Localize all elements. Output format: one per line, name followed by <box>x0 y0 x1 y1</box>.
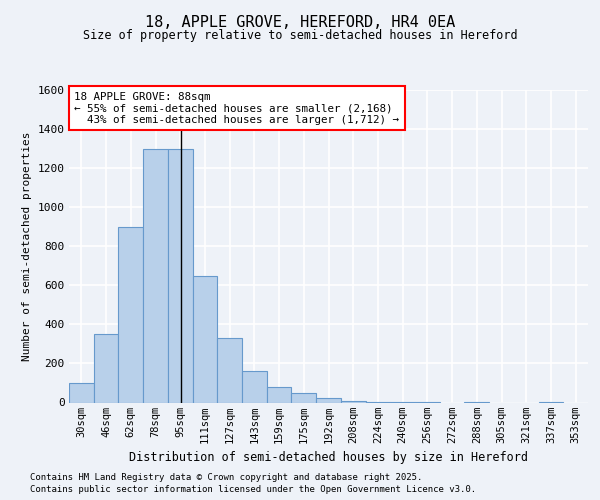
Text: 18 APPLE GROVE: 88sqm
← 55% of semi-detached houses are smaller (2,168)
  43% of: 18 APPLE GROVE: 88sqm ← 55% of semi-deta… <box>74 92 399 125</box>
Bar <box>267 387 292 402</box>
Text: Contains HM Land Registry data © Crown copyright and database right 2025.: Contains HM Land Registry data © Crown c… <box>30 472 422 482</box>
Text: Contains public sector information licensed under the Open Government Licence v3: Contains public sector information licen… <box>30 485 476 494</box>
Bar <box>292 392 316 402</box>
Bar <box>143 148 168 402</box>
Bar <box>316 398 341 402</box>
Bar <box>69 383 94 402</box>
Bar <box>168 148 193 402</box>
Text: 18, APPLE GROVE, HEREFORD, HR4 0EA: 18, APPLE GROVE, HEREFORD, HR4 0EA <box>145 15 455 30</box>
Bar <box>118 226 143 402</box>
Bar <box>94 334 118 402</box>
Bar <box>193 276 217 402</box>
Y-axis label: Number of semi-detached properties: Number of semi-detached properties <box>22 132 32 361</box>
X-axis label: Distribution of semi-detached houses by size in Hereford: Distribution of semi-detached houses by … <box>129 451 528 464</box>
Bar <box>341 401 365 402</box>
Bar <box>242 371 267 402</box>
Text: Size of property relative to semi-detached houses in Hereford: Size of property relative to semi-detach… <box>83 29 517 42</box>
Bar <box>217 338 242 402</box>
